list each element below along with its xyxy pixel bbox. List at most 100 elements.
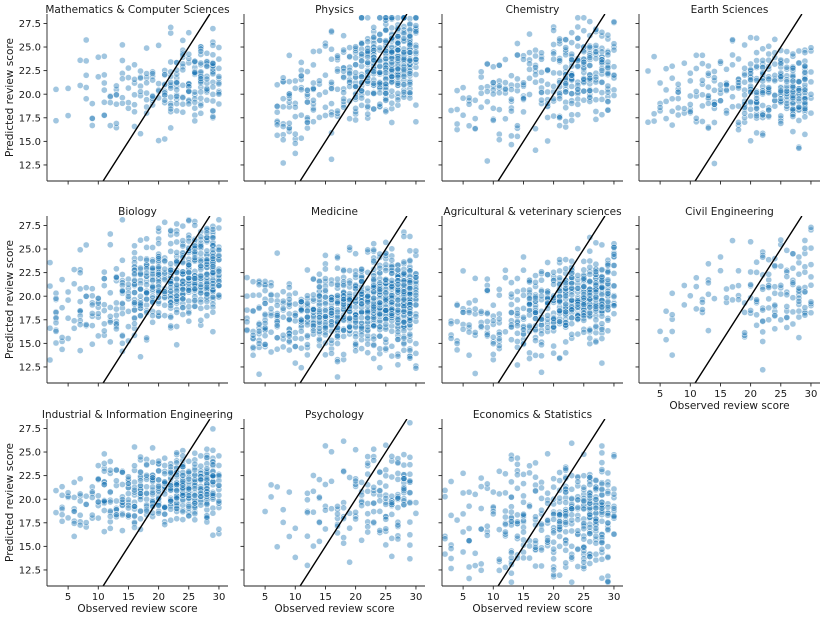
- scatter-point: [322, 525, 329, 533]
- scatter-point: [783, 78, 791, 85]
- scatter-point: [173, 86, 181, 94]
- scatter-point: [267, 312, 275, 319]
- scatter-point: [783, 288, 791, 296]
- scatter-point: [173, 238, 181, 246]
- scatter-point: [747, 137, 754, 145]
- scatter-point: [285, 128, 293, 135]
- scatter-point: [291, 77, 299, 85]
- scatter-point: [520, 528, 527, 536]
- scatter-point: [82, 321, 90, 328]
- scatter-point: [699, 91, 706, 99]
- scatter-point: [538, 55, 545, 63]
- scatter-point: [544, 450, 551, 458]
- scatter-point: [370, 342, 378, 349]
- scatter-point: [765, 276, 773, 284]
- scatter-point: [113, 513, 120, 521]
- scatter-point: [161, 91, 169, 99]
- scatter-point: [394, 96, 402, 104]
- scatter-point: [94, 299, 102, 307]
- scatter-point: [598, 89, 606, 96]
- scatter-point: [197, 298, 205, 306]
- scatter-point: [477, 103, 485, 111]
- scatter-point: [598, 96, 606, 103]
- scatter-point: [328, 84, 335, 92]
- scatter-point: [346, 246, 353, 254]
- scatter-point: [244, 318, 251, 326]
- scatter-point: [465, 94, 473, 102]
- panel-5: Medicine: [240, 206, 425, 387]
- scatter-point: [747, 268, 754, 276]
- scatter-point: [179, 60, 187, 68]
- scatter-point: [203, 445, 211, 453]
- scatter-point: [322, 260, 329, 268]
- scatter-point: [538, 49, 545, 57]
- scatter-point: [406, 263, 414, 271]
- scatter-point: [759, 111, 767, 119]
- scatter-point: [668, 311, 676, 319]
- scatter-point: [106, 488, 114, 496]
- scatter-point: [801, 105, 809, 113]
- scatter-point: [340, 64, 347, 72]
- scatter-point: [656, 100, 664, 107]
- scatter-point: [161, 454, 169, 462]
- scatter-point: [376, 529, 384, 536]
- scatter-point: [261, 341, 269, 348]
- scatter-point: [388, 310, 396, 318]
- scatter-point: [161, 96, 169, 104]
- scatter-point: [352, 250, 359, 258]
- scatter-point: [203, 229, 211, 237]
- scatter-point: [370, 314, 378, 322]
- scatter-point: [197, 73, 205, 80]
- scatter-point: [699, 77, 706, 84]
- scatter-point: [556, 297, 563, 305]
- scatter-point: [489, 79, 497, 86]
- scatter-point: [352, 69, 359, 77]
- scatter-point: [304, 86, 311, 94]
- scatter-point: [598, 459, 606, 466]
- scatter-point: [185, 504, 193, 512]
- scatter-point: [568, 50, 576, 58]
- scatter-point: [471, 549, 479, 557]
- scatter-point: [340, 333, 347, 340]
- scatter-point: [801, 86, 809, 94]
- scatter-point: [453, 318, 461, 325]
- scatter-point: [394, 521, 402, 529]
- scatter-point: [514, 322, 521, 330]
- scatter-point: [723, 285, 730, 293]
- scatter-point: [556, 274, 563, 282]
- scatter-point: [209, 234, 217, 242]
- scatter-point: [203, 500, 211, 508]
- scatter-point: [544, 88, 551, 96]
- scatter-point: [801, 304, 809, 311]
- scatter-point: [471, 297, 479, 304]
- scatter-point: [328, 55, 335, 63]
- scatter-point: [412, 22, 420, 29]
- scatter-point: [167, 29, 175, 37]
- scatter-point: [592, 279, 600, 287]
- scatter-point: [197, 102, 205, 109]
- scatter-point: [167, 304, 175, 312]
- scatter-point: [100, 450, 108, 458]
- scatter-point: [412, 24, 420, 32]
- scatter-point: [759, 285, 767, 293]
- scatter-point: [249, 291, 257, 299]
- scatter-point: [209, 226, 217, 233]
- scatter-point: [352, 108, 359, 116]
- scatter-point: [514, 484, 521, 492]
- scatter-point: [777, 97, 785, 105]
- scatter-point: [131, 524, 138, 531]
- scatter-point: [568, 111, 576, 119]
- scatter-point: [304, 292, 311, 300]
- scatter-point: [149, 276, 156, 284]
- scatter-point: [255, 320, 263, 328]
- scatter-point: [291, 300, 299, 308]
- scatter-point: [322, 481, 329, 488]
- scatter-point: [771, 36, 779, 43]
- scatter-point: [340, 46, 347, 54]
- scatter-point: [382, 295, 390, 303]
- scatter-point: [346, 279, 353, 287]
- scatter-point: [261, 287, 269, 294]
- scatter-point: [76, 521, 84, 529]
- scatter-point: [185, 231, 193, 239]
- scatter-point: [574, 245, 582, 252]
